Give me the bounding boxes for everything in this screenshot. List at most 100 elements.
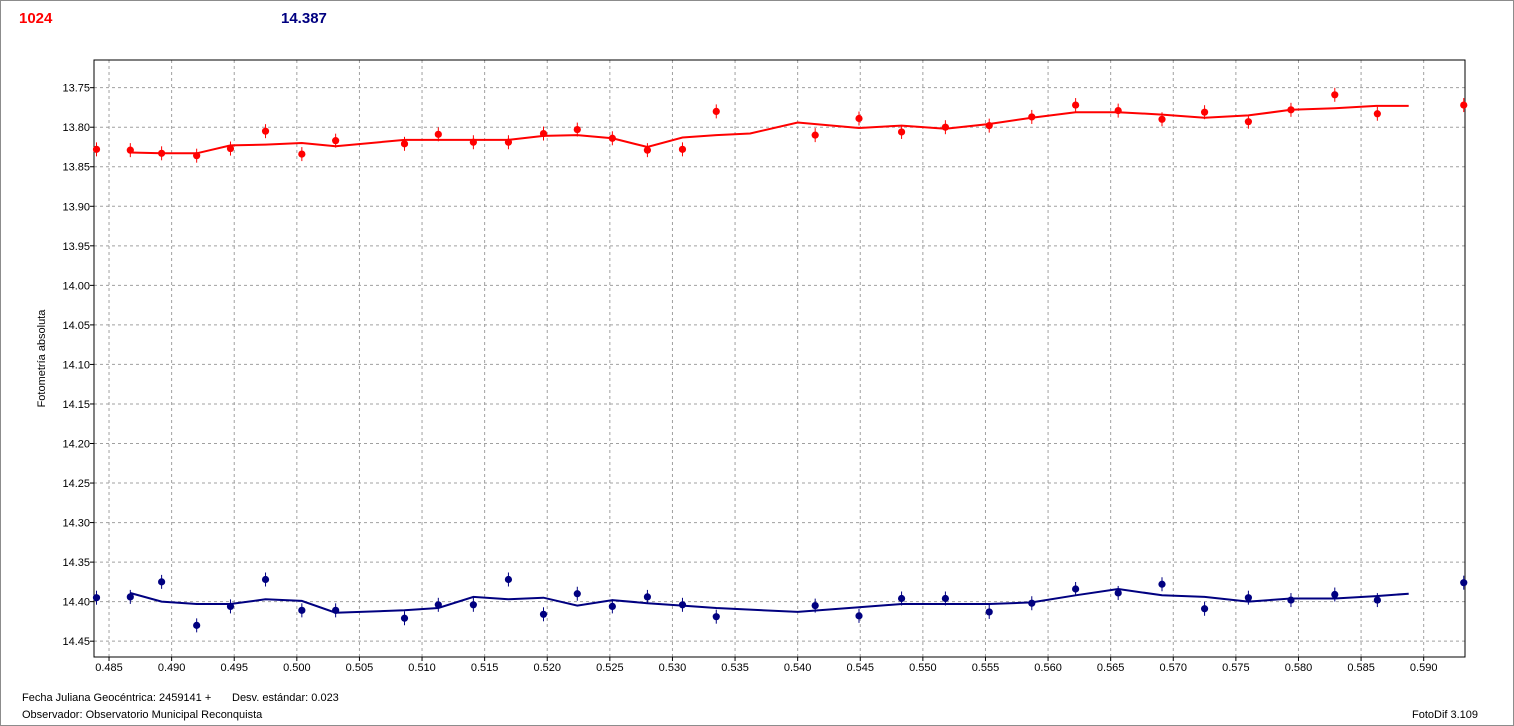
data-point xyxy=(332,137,340,145)
data-point xyxy=(261,575,270,584)
data-point xyxy=(855,114,863,123)
x-tick-label: 0.520 xyxy=(533,662,561,674)
data-point xyxy=(126,146,134,154)
x-tick-label: 0.535 xyxy=(721,662,749,674)
observer-label: Observador: Observatorio Municipal Recon… xyxy=(22,709,263,721)
x-tick-label: 0.525 xyxy=(596,662,624,674)
data-point xyxy=(1244,594,1252,602)
data-point xyxy=(1460,101,1468,109)
data-point xyxy=(400,614,409,622)
y-tick-label: 14.30 xyxy=(62,518,90,530)
x-tick-label: 0.530 xyxy=(659,662,687,674)
x-tick-label: 0.540 xyxy=(784,662,812,674)
data-point xyxy=(1287,596,1295,604)
light-curve-chart: 13.75 13.80 13.85 13.90 13.95 14.00 14.05 14.10… xyxy=(36,59,1468,674)
y-tick-label: 14.35 xyxy=(62,557,90,569)
data-point xyxy=(434,601,442,609)
y-tick-label: 13.95 xyxy=(62,241,90,253)
julian-date-label: Fecha Juliana Geocéntrica: 2459141 + xyxy=(22,692,212,704)
data-point xyxy=(92,145,101,153)
x-tick-label: 0.555 xyxy=(972,662,1000,674)
plot-border xyxy=(93,59,1466,658)
x-tick-label: 0.490 xyxy=(158,662,186,674)
x-tick-label: 0.575 xyxy=(1222,662,1250,674)
y-tick-label: 13.85 xyxy=(62,162,90,174)
data-point xyxy=(811,602,819,610)
std-dev-label: Desv. estándar: 0.023 xyxy=(232,692,339,704)
data-point xyxy=(1373,596,1381,604)
data-point xyxy=(678,145,687,153)
blue-series-value: 14.387 xyxy=(281,10,327,27)
y-tick-label: 14.15 xyxy=(62,399,90,411)
data-point xyxy=(1072,585,1080,593)
data-point xyxy=(226,144,235,153)
data-point xyxy=(712,107,720,115)
data-point xyxy=(985,608,993,616)
data-point xyxy=(298,150,306,158)
data-point xyxy=(332,606,340,614)
x-tick-label: 0.580 xyxy=(1285,662,1313,674)
data-point xyxy=(158,578,166,586)
data-point xyxy=(1331,91,1339,99)
data-point xyxy=(1072,101,1080,109)
data-point xyxy=(1028,599,1036,607)
x-tick-label: 0.585 xyxy=(1347,662,1375,674)
y-tick-label: 14.10 xyxy=(62,359,90,371)
data-point xyxy=(261,127,270,135)
data-point xyxy=(1028,113,1036,121)
data-point xyxy=(941,123,949,131)
data-point xyxy=(1287,106,1295,114)
y-tick-label: 14.25 xyxy=(62,478,90,490)
x-tick-label: 0.495 xyxy=(220,662,248,674)
data-point xyxy=(126,593,134,601)
data-point xyxy=(193,621,201,629)
x-tick-label: 0.560 xyxy=(1034,662,1062,674)
plot-area xyxy=(94,60,1465,657)
data-point xyxy=(1114,589,1122,597)
x-tick-label: 0.485 xyxy=(95,662,123,674)
data-point xyxy=(158,149,166,157)
data-point xyxy=(469,138,477,146)
data-point xyxy=(608,602,616,610)
data-point xyxy=(1114,107,1122,115)
data-point xyxy=(226,602,235,610)
data-point xyxy=(643,593,652,601)
data-point xyxy=(1200,605,1209,613)
y-tick-label: 14.05 xyxy=(62,320,90,332)
data-point xyxy=(573,590,581,598)
data-point xyxy=(1460,579,1468,587)
x-tick-label: 0.590 xyxy=(1410,662,1438,674)
data-point xyxy=(434,130,442,138)
data-point xyxy=(539,610,548,618)
x-tick-label: 0.510 xyxy=(408,662,436,674)
data-point xyxy=(1158,115,1166,123)
data-point xyxy=(469,601,477,609)
y-tick-label: 14.00 xyxy=(62,280,90,292)
x-tick-label: 0.515 xyxy=(471,662,499,674)
x-tick-label: 0.550 xyxy=(909,662,937,674)
data-point xyxy=(504,138,513,146)
data-point xyxy=(855,612,863,620)
x-tick-label: 0.500 xyxy=(283,662,311,674)
y-axis-label: Fotometría absoluta xyxy=(36,309,48,408)
data-point xyxy=(573,125,581,134)
data-point xyxy=(897,594,906,603)
x-tick-label: 0.570 xyxy=(1160,662,1188,674)
y-tick-label: 13.90 xyxy=(62,201,90,213)
data-point xyxy=(985,122,993,130)
x-tick-label: 0.565 xyxy=(1097,662,1125,674)
data-point xyxy=(678,601,687,609)
data-point xyxy=(298,606,306,614)
trend-line-0 xyxy=(130,104,1409,155)
data-point xyxy=(1373,110,1381,118)
y-tick-label: 14.45 xyxy=(62,636,90,648)
y-tick-label: 13.75 xyxy=(62,83,90,95)
data-point xyxy=(193,152,201,160)
y-tick-label: 13.80 xyxy=(62,122,90,134)
red-series-value: 1024 xyxy=(19,10,53,27)
data-point xyxy=(811,131,819,139)
data-point xyxy=(897,128,906,136)
version-label: FotoDif 3.109 xyxy=(1412,709,1479,721)
data-point xyxy=(1158,580,1166,588)
data-point xyxy=(92,594,101,602)
